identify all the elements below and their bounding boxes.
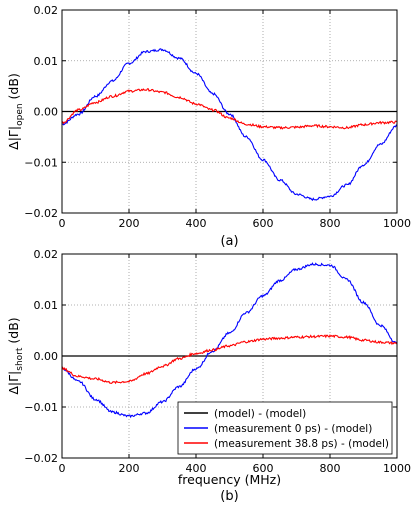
x-tick-label: 0	[59, 217, 66, 230]
y-tick-label: 0.00	[34, 106, 59, 119]
x-tick-label: 0	[59, 462, 66, 475]
y-tick-label: −0.01	[24, 156, 58, 169]
y-tick-label: 0.01	[34, 55, 59, 68]
x-tick-label: 200	[119, 462, 140, 475]
y-axis-label: Δ|Γ|open (dB)	[6, 73, 25, 150]
legend-entry-label: (measurement 0 ps) - (model)	[214, 423, 372, 435]
x-axis-label: frequency (MHz)	[178, 472, 281, 487]
x-tick-label: 800	[320, 217, 341, 230]
series-line-measurement-38-8ps	[61, 88, 398, 130]
x-tick-label: 1000	[383, 462, 411, 475]
legend-entry-label: (measurement 38.8 ps) - (model)	[214, 438, 389, 450]
y-tick-label: −0.01	[24, 401, 58, 414]
chart-panel-b: 0 200 400 600 800 1000 −0.02 −0.01 0.00 0.01 0.02 Δ…	[6, 248, 411, 504]
x-tick-label: 200	[119, 217, 140, 230]
series-line-measurement-0ps	[61, 262, 398, 419]
legend-box	[177, 401, 393, 455]
y-tick-label: −0.02	[24, 452, 58, 465]
series-line-measurement-38-8ps	[61, 334, 398, 385]
y-tick-label: −0.02	[24, 207, 58, 220]
chart-panel-a: 0 200 400 600 800 1000 −0.02 −0.01 0.00 0.01 0.02 Δ…	[6, 4, 411, 249]
x-tick-label: 600	[253, 462, 274, 475]
series-line-measurement-0ps	[61, 48, 398, 202]
x-tick-label: 400	[186, 217, 207, 230]
x-tick-label: 600	[253, 217, 274, 230]
legend-entry-label: (model) - (model)	[214, 408, 306, 420]
legend: (model) - (model) (measurement 0 ps) - (m…	[177, 401, 393, 455]
y-tick-label: 0.01	[34, 299, 59, 312]
y-tick-label: 0.00	[34, 350, 59, 363]
x-tick-label: 800	[320, 462, 341, 475]
panel-caption: (a)	[220, 234, 238, 249]
y-tick-label: 0.02	[34, 248, 59, 261]
y-axis-label: Δ|Γ|short (dB)	[6, 317, 25, 394]
x-tick-label: 400	[186, 462, 207, 475]
y-tick-label: 0.02	[34, 4, 59, 17]
panel-caption: (b)	[220, 489, 238, 504]
x-tick-label: 1000	[383, 217, 411, 230]
